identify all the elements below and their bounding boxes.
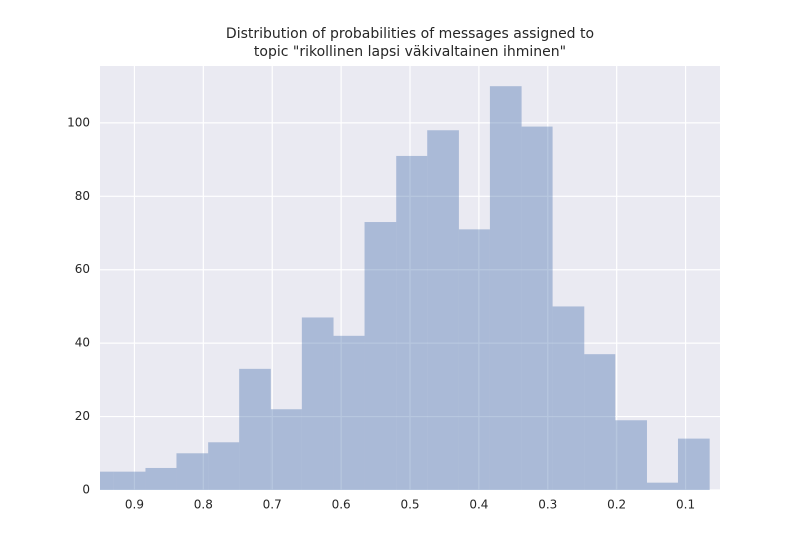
y-tick-label: 0 (82, 483, 90, 497)
bar (584, 354, 616, 490)
x-tick-label: 0.7 (263, 498, 282, 512)
bar (113, 471, 146, 490)
y-tick-label: 40 (75, 336, 90, 350)
bar (270, 409, 302, 490)
bar (646, 482, 678, 490)
bar (176, 453, 209, 490)
chart-title: Distribution of probabilities of message… (226, 26, 594, 42)
bar (301, 317, 334, 490)
bars (100, 86, 710, 490)
bar (489, 86, 522, 490)
bar (100, 471, 114, 490)
grid (100, 66, 720, 491)
y-tick-label: 20 (75, 409, 90, 423)
bar (615, 420, 647, 490)
x-tick-label: 0.6 (332, 498, 351, 512)
bar (239, 368, 271, 490)
chart-title: topic "rikollinen lapsi väkivaltainen ih… (254, 44, 566, 60)
y-tick-label: 100 (67, 115, 90, 129)
bar (333, 335, 365, 490)
bar (458, 229, 490, 490)
y-tick-label: 80 (75, 189, 90, 203)
y-tick-label: 60 (75, 262, 90, 276)
x-tick-label: 0.5 (400, 498, 419, 512)
bar (677, 438, 710, 490)
bar (145, 467, 177, 490)
bar (208, 442, 240, 490)
x-tick-label: 0.8 (194, 498, 213, 512)
x-tick-label: 0.4 (469, 498, 488, 512)
bar (521, 126, 553, 490)
bar (552, 306, 585, 490)
x-tick-label: 0.3 (538, 498, 557, 512)
x-tick-label: 0.2 (607, 498, 626, 512)
bar (364, 222, 397, 490)
x-tick-label: 0.1 (676, 498, 695, 512)
bar (396, 155, 428, 490)
bar (427, 130, 459, 490)
x-tick-label: 0.9 (125, 498, 144, 512)
